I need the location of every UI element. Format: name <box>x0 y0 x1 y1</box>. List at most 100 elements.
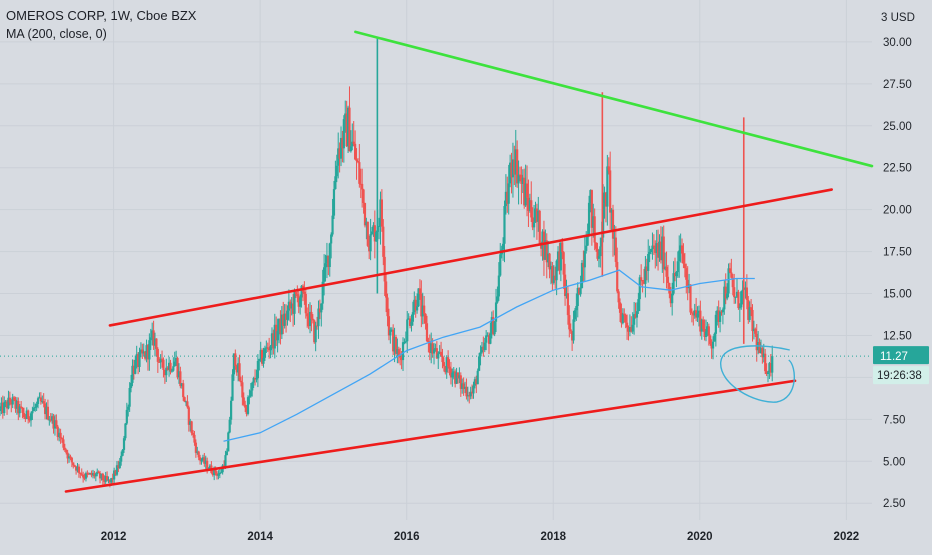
candle-body <box>249 390 252 397</box>
candle-body <box>665 266 668 277</box>
candle-body <box>382 226 385 257</box>
candle-body <box>341 137 344 149</box>
candle-body <box>680 245 684 254</box>
candle-body <box>365 221 368 226</box>
candle-body <box>43 403 47 415</box>
candle-body <box>765 371 768 374</box>
candle-body <box>520 174 523 184</box>
candle-body <box>337 148 340 166</box>
candle-body <box>293 292 296 314</box>
candle-body <box>358 162 361 184</box>
candle-body <box>36 398 40 404</box>
candle-body <box>87 473 90 475</box>
candle-body <box>234 353 237 367</box>
candle-body <box>407 318 410 320</box>
candle-body <box>80 473 83 475</box>
candle-body <box>125 409 128 424</box>
candle-body <box>532 222 536 228</box>
candle-body <box>136 354 140 367</box>
candle-body <box>363 202 367 226</box>
y-tick-label: 20.00 <box>883 205 912 217</box>
candle-body <box>418 288 422 294</box>
candle-body <box>237 363 240 373</box>
candle-body <box>277 318 281 332</box>
candle-body <box>66 452 69 459</box>
candle-body <box>241 382 244 398</box>
candle-body <box>180 383 183 387</box>
candle-body <box>190 421 193 434</box>
candle-body <box>537 210 540 222</box>
candle-body <box>637 299 640 312</box>
candle-body <box>39 397 42 402</box>
candle-body <box>406 319 409 342</box>
candle-body <box>166 367 169 370</box>
candle-body <box>425 323 429 342</box>
candle-body <box>459 375 462 389</box>
candle-body <box>76 466 79 471</box>
candle-body <box>642 281 646 284</box>
candle-body <box>191 433 195 435</box>
candle-body <box>263 348 267 358</box>
candle-body <box>754 328 757 334</box>
candle-body <box>549 266 553 270</box>
candle-body <box>625 322 629 328</box>
candle-body <box>214 467 217 474</box>
candle-body <box>590 190 593 228</box>
candle-body <box>552 275 555 283</box>
candle-body <box>566 293 569 316</box>
candle-body <box>213 467 216 476</box>
candle-body <box>175 358 178 362</box>
candle-body <box>516 149 519 184</box>
candle-body <box>345 113 348 147</box>
candle-body <box>29 413 33 421</box>
candle-body <box>752 328 756 332</box>
candle-body <box>385 281 388 298</box>
symbol-title[interactable]: OMEROS CORP, 1W, Cboe BZX <box>6 8 197 23</box>
candle-body <box>524 183 527 206</box>
candle-body <box>98 473 102 479</box>
circle-annotation <box>720 345 795 403</box>
candle-body <box>279 318 282 335</box>
candle-body <box>323 267 326 282</box>
ma-200-line <box>223 269 755 442</box>
candle-body <box>603 192 606 204</box>
candle-body <box>303 291 306 294</box>
candle-body <box>179 371 182 387</box>
candle-body <box>589 190 592 203</box>
y-tick-label: 27.50 <box>883 79 912 91</box>
candle-body <box>517 174 520 184</box>
candle-body <box>372 225 375 232</box>
candle-body <box>270 333 274 347</box>
candle-body <box>139 349 143 353</box>
candle-body <box>510 162 513 178</box>
x-tick-label: 2014 <box>247 531 273 543</box>
candle-body <box>197 451 200 458</box>
candle-body <box>70 457 73 463</box>
candle-body <box>737 291 740 309</box>
candle-body <box>413 299 416 313</box>
candle-body <box>91 473 95 476</box>
candle-body <box>441 355 444 363</box>
candle-body <box>158 361 161 363</box>
candle-body <box>647 253 650 271</box>
candle-body <box>342 119 345 149</box>
candle-body <box>383 256 386 282</box>
candle-body <box>597 256 601 259</box>
candle-body <box>527 197 530 211</box>
indicator-label[interactable]: MA (200, close, 0) <box>6 27 107 41</box>
candle-body <box>14 399 17 409</box>
candle-body <box>714 314 717 334</box>
candle-body <box>115 465 119 475</box>
moving-average <box>223 269 755 442</box>
candle-body <box>218 472 221 475</box>
candle-body <box>578 287 581 295</box>
candle-body <box>15 400 19 409</box>
candle-body <box>720 311 723 313</box>
candle-body <box>242 397 245 405</box>
candle-body <box>704 331 708 337</box>
candles <box>0 36 774 488</box>
candle-body <box>163 369 166 376</box>
candle-body <box>120 455 123 462</box>
